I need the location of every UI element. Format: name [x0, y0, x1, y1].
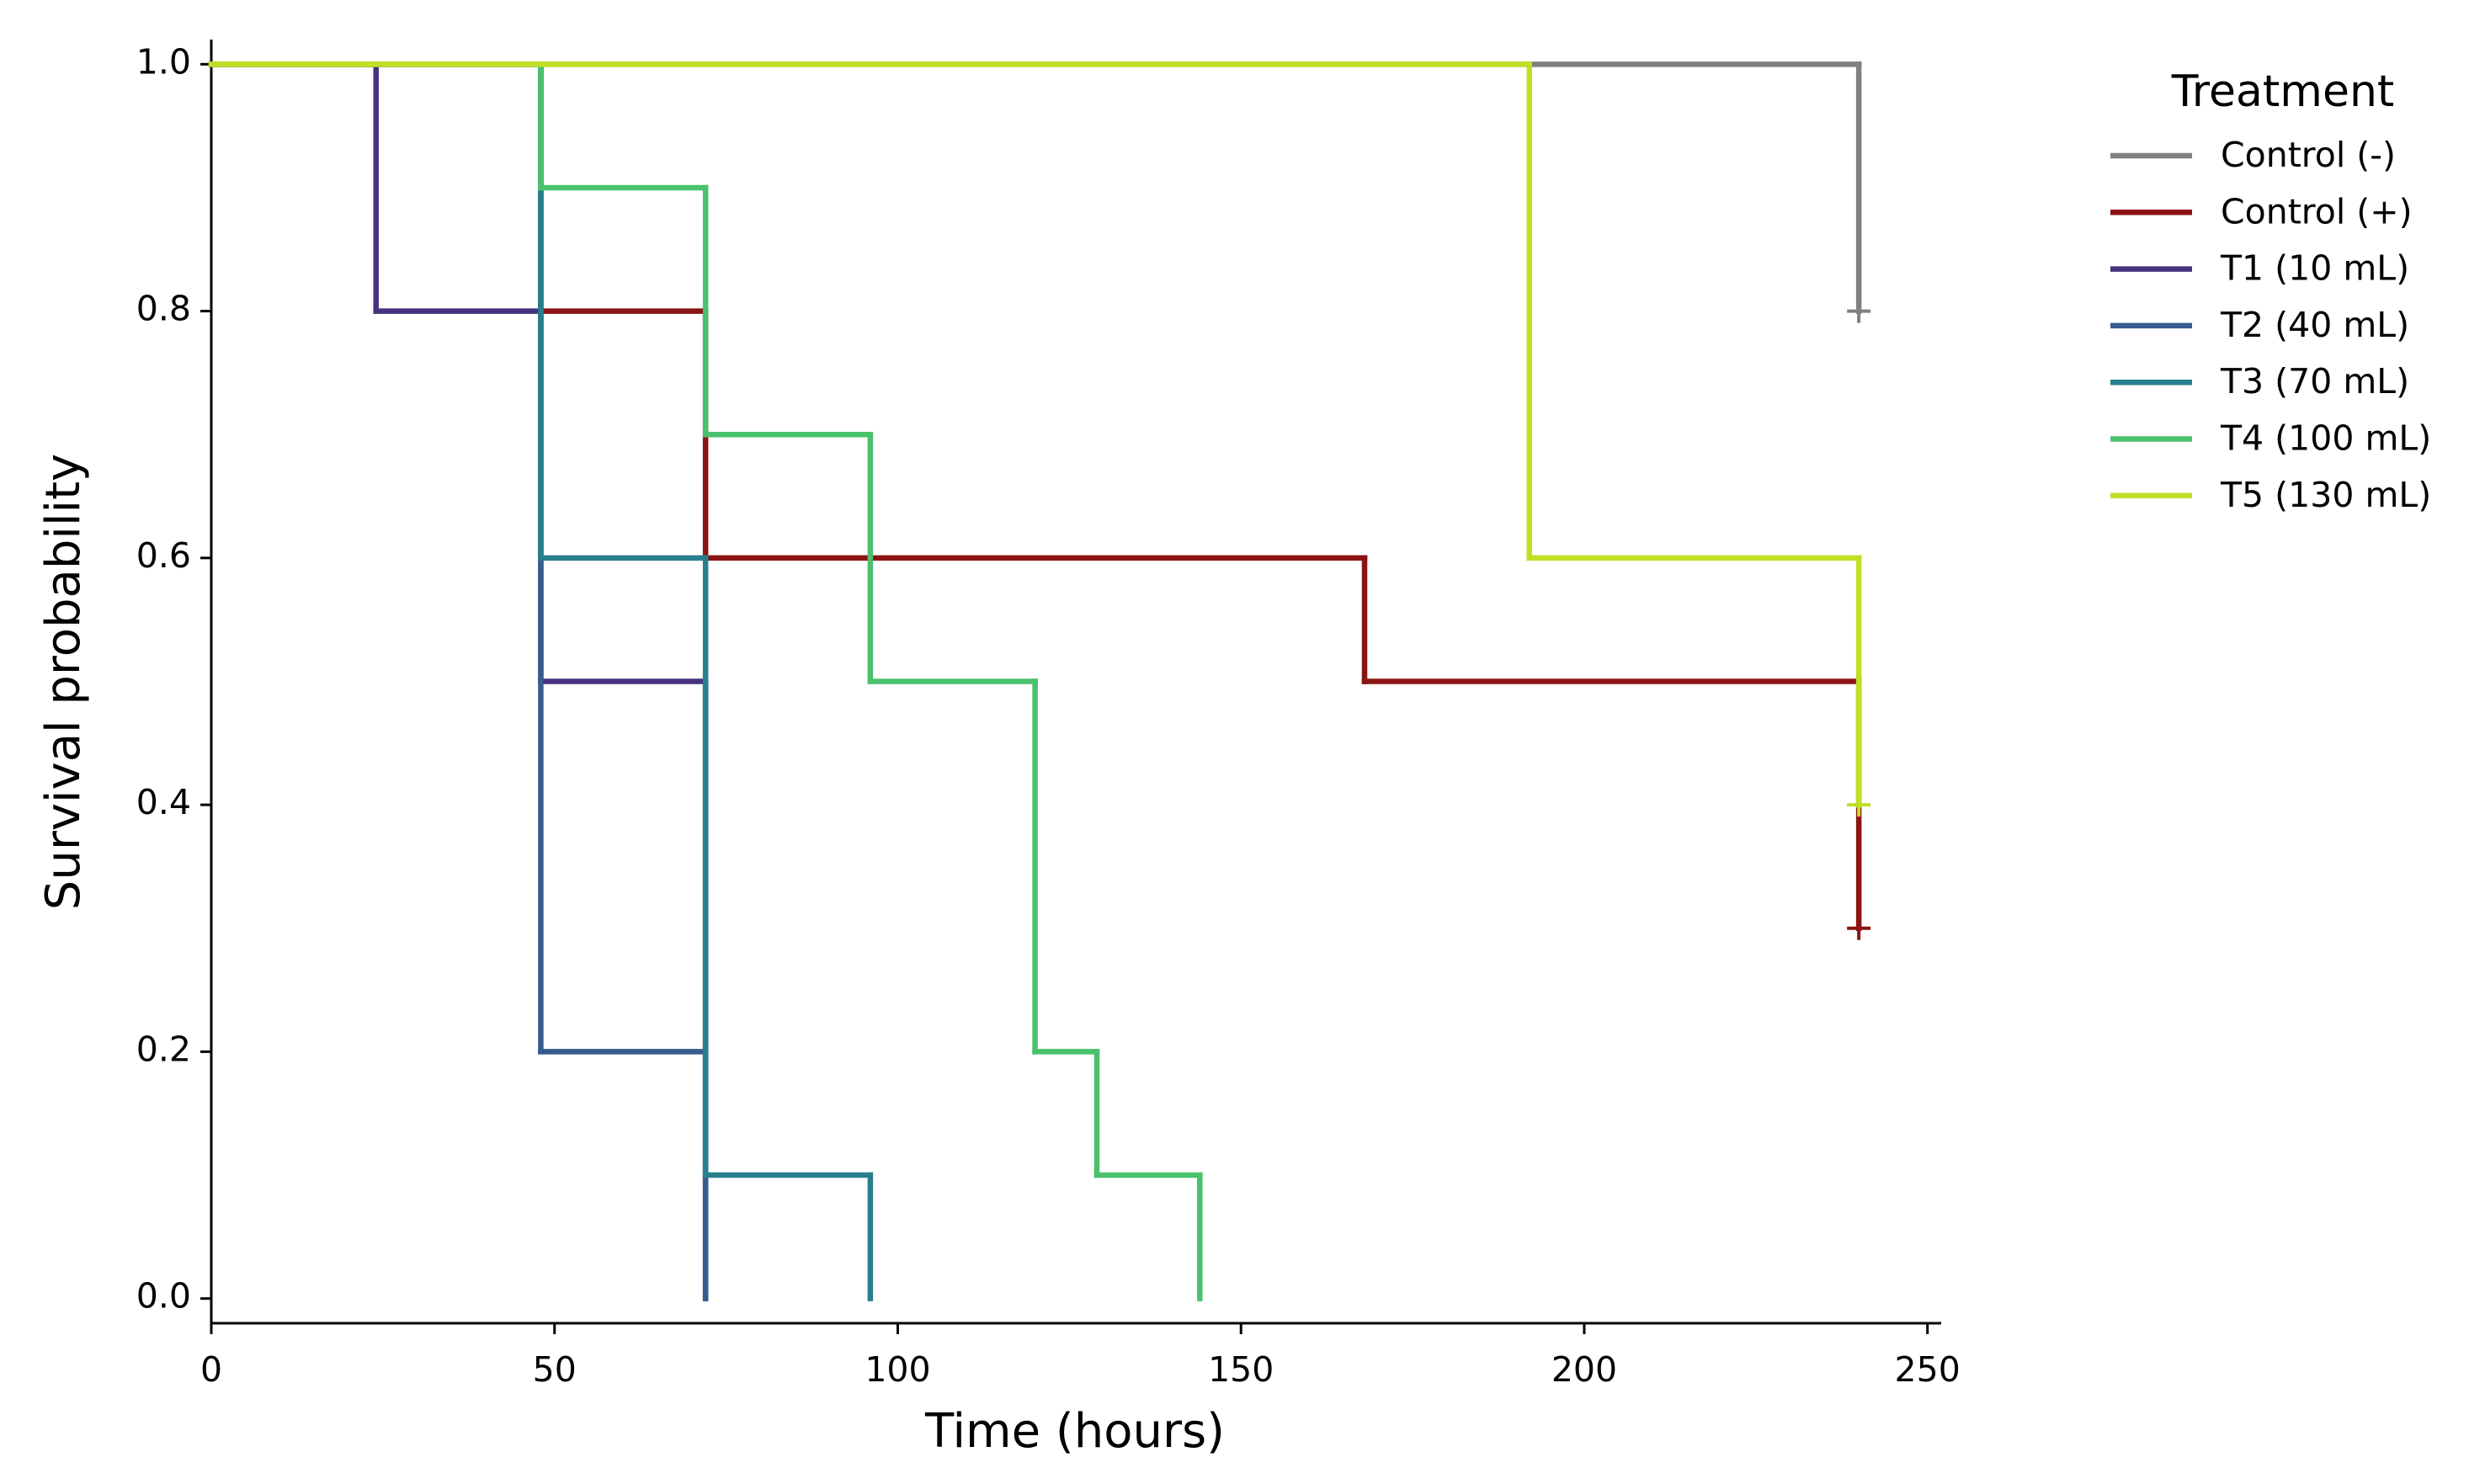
- censor-mark: [1847, 793, 1871, 817]
- legend-label: T1 (10 mL): [2220, 248, 2409, 289]
- y-tick-label: 0.0: [136, 1276, 191, 1316]
- y-tick-label: 0.2: [136, 1029, 191, 1069]
- x-tick-label: 0: [200, 1349, 222, 1390]
- x-tick-label: 200: [1551, 1349, 1617, 1390]
- y-tick-label: 1.0: [136, 41, 191, 82]
- y-axis-label: Survival probability: [36, 454, 91, 910]
- legend-label: T4 (100 mL): [2220, 418, 2431, 459]
- y-tick-label: 0.6: [136, 535, 191, 576]
- x-tick-label: 50: [533, 1349, 577, 1390]
- y-tick-label: 0.4: [136, 782, 191, 822]
- x-axis-label: Time (hours): [924, 1404, 1225, 1459]
- x-tick-label: 250: [1895, 1349, 1961, 1390]
- x-tick-label: 150: [1208, 1349, 1274, 1390]
- legend-label: T3 (70 mL): [2220, 361, 2409, 402]
- legend-label: Control (-): [2221, 135, 2396, 175]
- legend-title: Treatment: [2171, 66, 2395, 117]
- legend-label: T5 (130 mL): [2220, 475, 2431, 515]
- censor-mark: [1847, 916, 1871, 940]
- legend-label: Control (+): [2221, 191, 2413, 231]
- legend-label: T2 (40 mL): [2220, 305, 2409, 345]
- x-tick-label: 100: [865, 1349, 930, 1390]
- y-tick-label: 0.8: [136, 289, 191, 329]
- censor-mark: [1847, 299, 1871, 323]
